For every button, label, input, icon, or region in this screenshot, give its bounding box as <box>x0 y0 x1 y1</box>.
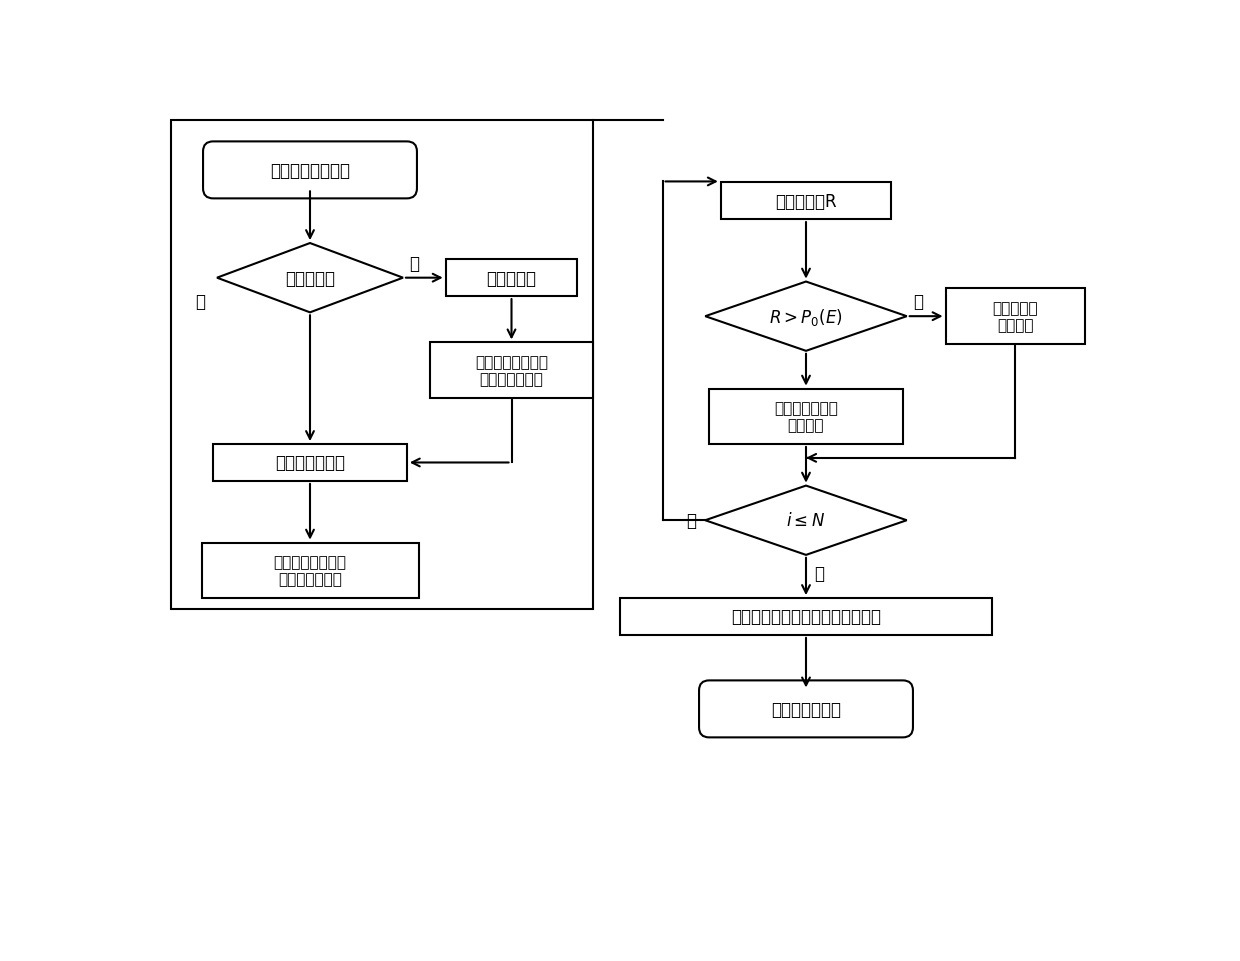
Polygon shape <box>706 283 906 352</box>
Text: 粒子发射声
子并计数: 粒子发射声 子并计数 <box>992 301 1038 333</box>
FancyBboxPatch shape <box>699 680 913 738</box>
Text: 根据能量获得粒子
的碰撞概率函数: 根据能量获得粒子 的碰撞概率函数 <box>274 554 346 587</box>
Text: $R > P_0(E)$: $R > P_0(E)$ <box>769 307 843 328</box>
Text: 否: 否 <box>409 255 419 272</box>
FancyBboxPatch shape <box>620 599 992 635</box>
Text: 否: 否 <box>913 293 923 310</box>
Text: 是: 是 <box>813 564 823 582</box>
Polygon shape <box>706 486 906 555</box>
Text: $i \leq N$: $i \leq N$ <box>786 511 826 530</box>
FancyBboxPatch shape <box>720 183 892 220</box>
Text: 光电效应？: 光电效应？ <box>285 269 335 287</box>
Text: 是: 是 <box>196 292 206 310</box>
Text: 记录初始光子信息: 记录初始光子信息 <box>270 161 350 180</box>
Text: 粒子发生碰撞电
离并计数: 粒子发生碰撞电 离并计数 <box>774 401 838 433</box>
Text: 生成电子空穴对: 生成电子空穴对 <box>275 454 345 472</box>
FancyBboxPatch shape <box>445 259 578 297</box>
Text: 康普顿散射: 康普顿散射 <box>486 269 537 287</box>
FancyBboxPatch shape <box>945 289 1085 345</box>
FancyBboxPatch shape <box>430 343 593 399</box>
FancyBboxPatch shape <box>709 389 903 445</box>
Text: 生成随机数R: 生成随机数R <box>775 192 837 210</box>
Text: 利用损失能量继续激发电子空穴对: 利用损失能量继续激发电子空穴对 <box>732 608 880 626</box>
Text: 累加后输出数据: 累加后输出数据 <box>771 701 841 718</box>
Polygon shape <box>217 244 403 313</box>
FancyBboxPatch shape <box>213 445 407 481</box>
FancyBboxPatch shape <box>203 142 417 199</box>
FancyBboxPatch shape <box>201 543 419 599</box>
Text: 否: 否 <box>686 511 696 530</box>
Text: 利用康普顿散射截
面仿真散射过程: 利用康普顿散射截 面仿真散射过程 <box>475 355 548 387</box>
